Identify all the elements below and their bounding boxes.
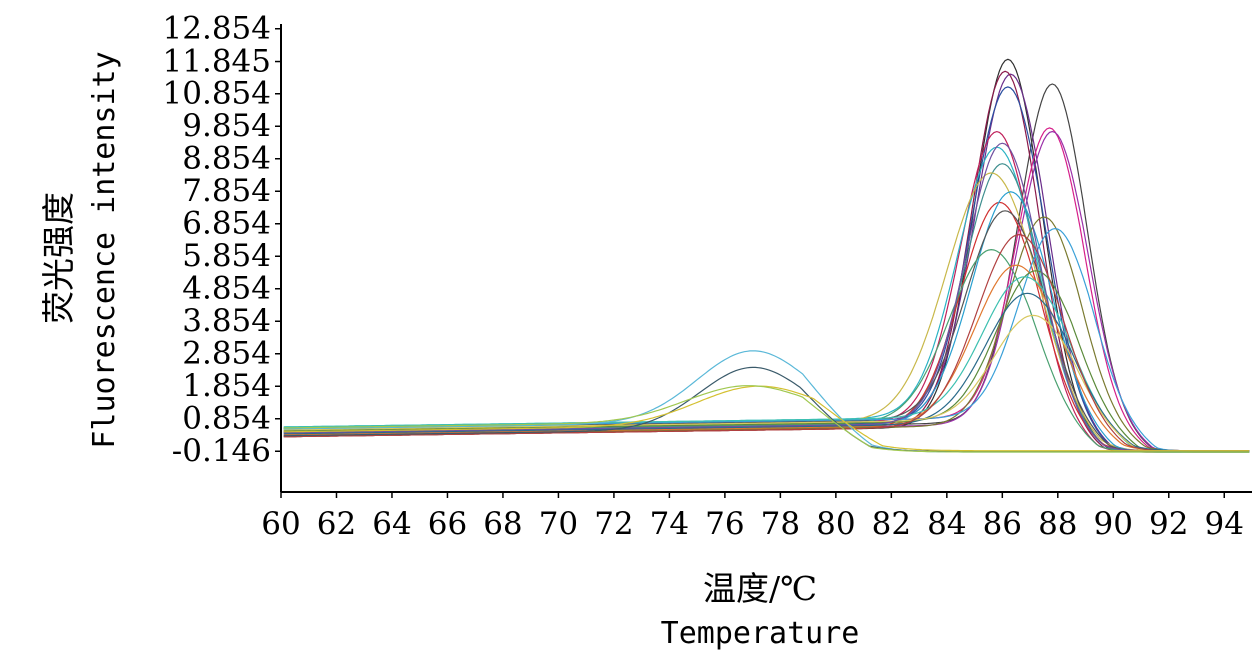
y-tick-label: 1.854 <box>182 368 271 404</box>
x-tick-label: 82 <box>872 506 911 542</box>
x-tick-label: 66 <box>428 506 467 542</box>
x-tick-label: 74 <box>650 506 689 542</box>
x-tick-label: 84 <box>927 506 966 542</box>
melt-curve-series <box>283 127 1250 452</box>
melt-curve-series <box>283 201 1250 452</box>
melt-curve-series <box>283 86 1250 452</box>
y-tick-label: 8.854 <box>182 141 271 177</box>
y-tick-label: 2.854 <box>182 336 271 372</box>
x-tick-label: 92 <box>1149 506 1188 542</box>
y-tick-label: 5.854 <box>182 238 271 274</box>
y-axis-ticks: -0.1460.8541.8542.8543.8544.8545.8546.85… <box>163 11 281 469</box>
melt-curve-series <box>283 73 1250 452</box>
x-tick-label: 88 <box>1038 506 1077 542</box>
y-tick-label: 6.854 <box>182 206 271 242</box>
y-tick-label: 0.854 <box>182 401 271 437</box>
x-tick-label: 68 <box>483 506 522 542</box>
melt-curve-series <box>283 350 1250 453</box>
melt-curve-series <box>283 264 1250 452</box>
melt-curve-series <box>283 276 1250 452</box>
melt-curve-series <box>283 385 1250 453</box>
melt-curve-series <box>283 292 1250 452</box>
x-tick-label: 62 <box>317 506 356 542</box>
melt-curve-series <box>283 172 1250 452</box>
x-tick-label: 70 <box>539 506 578 542</box>
x-axis-ticks: 60 62 64 66 68 70 72 74 76 78 80 82 84 86 88 90 92 94 <box>261 492 1244 542</box>
melt-curve-series <box>283 191 1250 453</box>
melt-curve-series <box>283 270 1250 453</box>
x-tick-label: 80 <box>816 506 855 542</box>
y-axis-title-en: Fluorescence intensity <box>87 51 122 448</box>
melt-curve-series <box>283 58 1250 453</box>
x-tick-label: 64 <box>372 506 411 542</box>
x-tick-label: 94 <box>1205 506 1244 542</box>
x-tick-label: 86 <box>983 506 1022 542</box>
x-tick-label: 60 <box>261 506 300 542</box>
melt-curve-series <box>283 83 1250 452</box>
x-axis-title: 温度/℃ <box>703 569 817 608</box>
x-tick-label: 78 <box>761 506 800 542</box>
y-tick-label: 4.854 <box>182 271 271 307</box>
x-tick-label: 76 <box>705 506 744 542</box>
y-tick-label: 10.854 <box>163 76 271 112</box>
y-tick-label: 11.845 <box>163 44 271 80</box>
y-tick-label: 3.854 <box>182 303 271 339</box>
melt-curve-series <box>283 142 1250 452</box>
y-axis-title: 荧光强度 <box>39 192 78 324</box>
melt-curve-series <box>283 70 1250 453</box>
y-tick-label: 12.854 <box>163 11 271 47</box>
series-layer <box>283 58 1250 453</box>
melt-curve-series <box>283 163 1250 453</box>
y-tick-label: 7.854 <box>182 173 271 209</box>
melt-curve-series <box>283 314 1250 453</box>
x-tick-label: 72 <box>594 506 633 542</box>
melt-curve-series <box>283 385 1250 452</box>
y-tick-label: 9.854 <box>182 108 271 144</box>
y-tick-label: -0.146 <box>172 433 271 469</box>
melt-curve-series <box>283 233 1250 452</box>
x-axis-title-en: Temperature <box>661 616 860 651</box>
x-tick-label: 90 <box>1094 506 1133 542</box>
